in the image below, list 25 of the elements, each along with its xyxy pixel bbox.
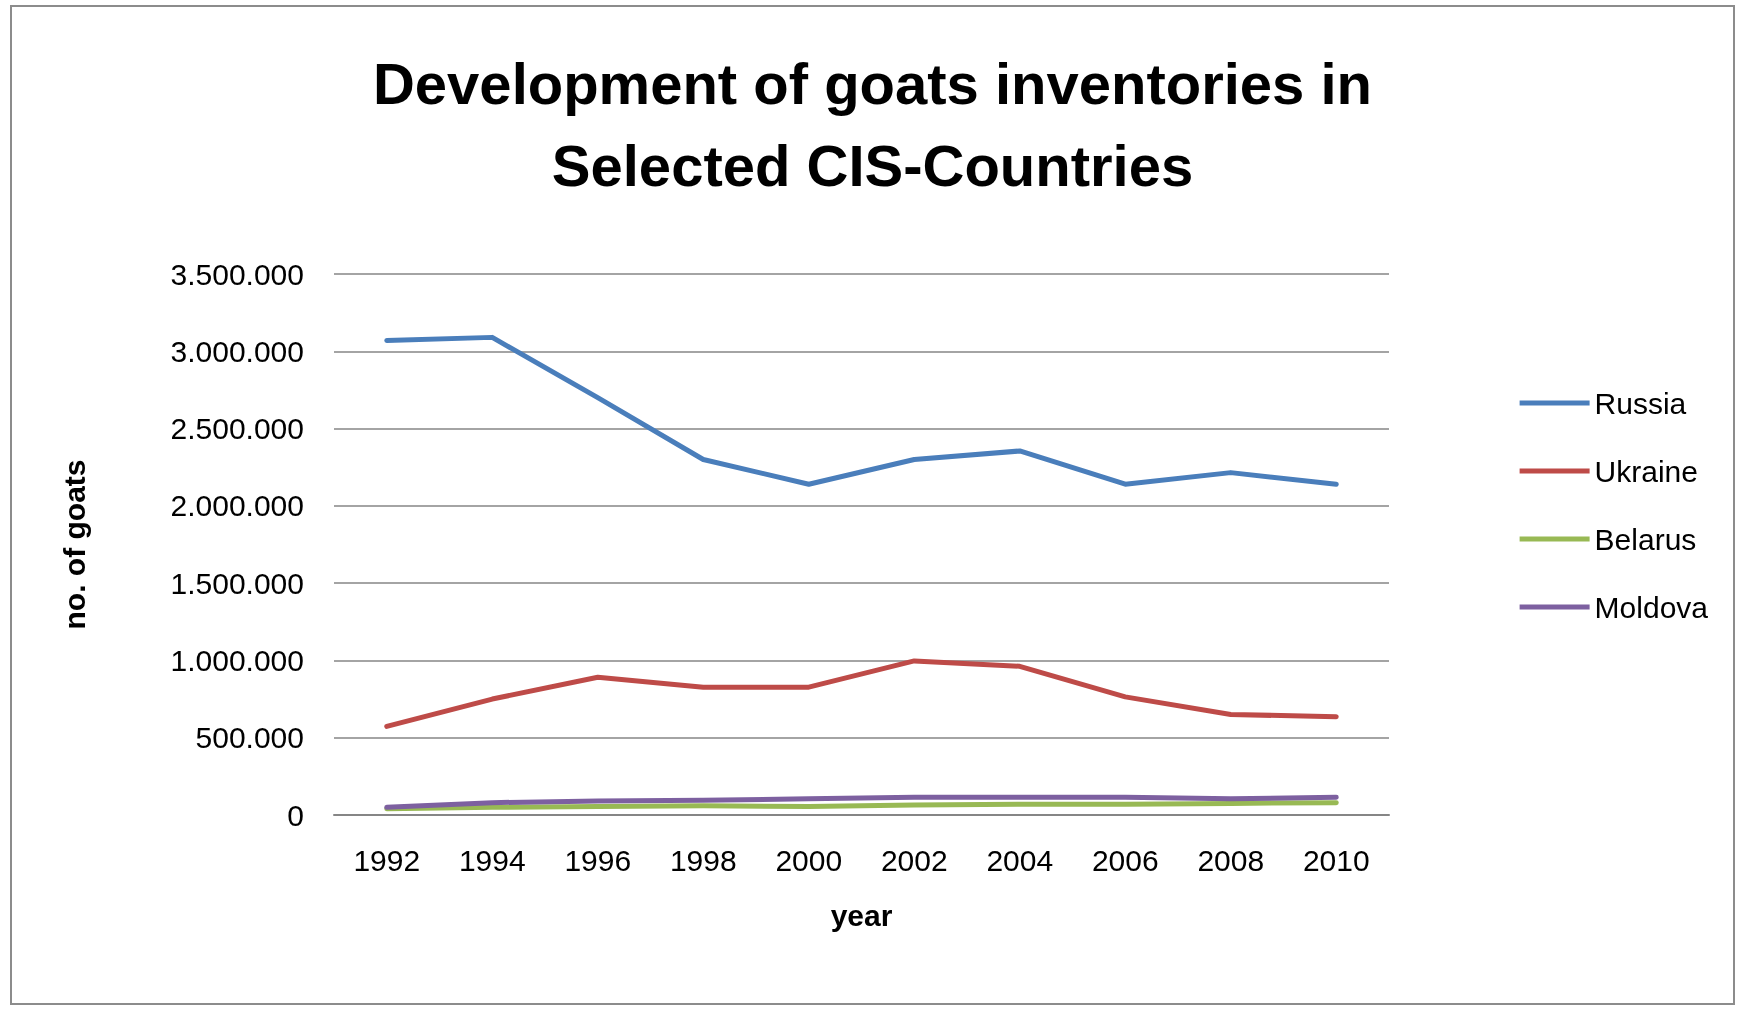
x-tick-label: 1998 [669, 843, 737, 877]
x-tick-label: 2010 [1302, 843, 1370, 877]
x-tick-label: 2008 [1197, 843, 1265, 877]
x-tick-label: 1996 [564, 843, 632, 877]
y-tick-label: 2.000.000 [170, 489, 304, 523]
legend-label: Ukraine [1594, 454, 1698, 488]
x-tick-label: 2006 [1091, 843, 1159, 877]
x-tick-label: 2004 [986, 843, 1054, 877]
x-tick-label: 1992 [353, 843, 421, 877]
y-tick-label: 3.500.000 [170, 257, 304, 291]
y-tick-label: 0 [287, 798, 304, 832]
y-tick-label: 3.000.000 [170, 334, 304, 368]
chart-title: Development of goats inventories in Selected CIS-Countries [372, 50, 1373, 198]
y-tick-label: 1.000.000 [170, 643, 304, 677]
y-tick-label: 2.500.000 [170, 412, 304, 446]
legend-label: Belarus [1594, 522, 1697, 556]
x-tick-label: 2000 [775, 843, 843, 877]
legend-label: Moldova [1594, 590, 1709, 624]
y-tick-label: 500.000 [195, 721, 304, 755]
y-axis-title: no. of goats [57, 459, 91, 630]
x-axis-title: year [830, 898, 893, 932]
x-tick-label: 1994 [458, 843, 526, 877]
y-tick-label: 1.500.000 [170, 566, 304, 600]
x-tick-label: 2002 [880, 843, 948, 877]
legend-label: Russia [1594, 386, 1687, 420]
